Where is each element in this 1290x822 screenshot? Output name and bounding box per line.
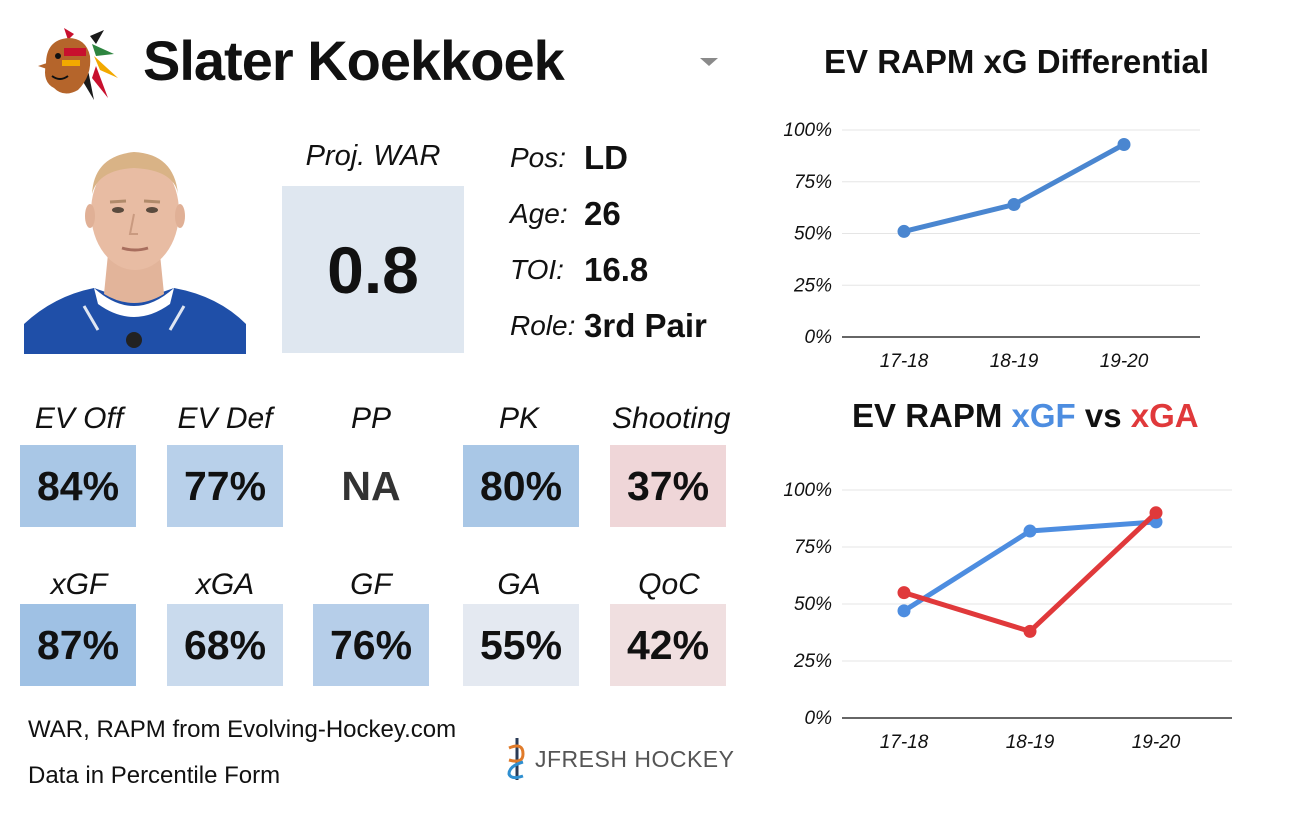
chart2-xgf-vs-xga: 100% 75% 50% 25% 0% 17-18 18-19 19-20 bbox=[783, 480, 1232, 753]
chart2-point-xgf bbox=[897, 604, 911, 618]
chart1-ytick-label: 75% bbox=[794, 172, 832, 193]
stat-box-xga: 68% bbox=[167, 604, 283, 686]
brand-icon bbox=[507, 738, 525, 780]
chart2-title-xga: xGA bbox=[1130, 397, 1199, 434]
chart2-ytick-label: 50% bbox=[794, 594, 832, 615]
proj-war-value: 0.8 bbox=[327, 232, 419, 307]
chart2-ytick-label: 100% bbox=[783, 480, 832, 501]
brand-logo: JFRESH HOCKEY bbox=[503, 736, 734, 782]
stat-value-pk: 80% bbox=[479, 462, 563, 509]
stat-label-shooting: Shooting bbox=[612, 402, 731, 435]
stat-value-xga: 68% bbox=[183, 621, 267, 668]
stat-label-ga: GA bbox=[497, 568, 541, 601]
stat-box-xgf: 87% bbox=[20, 604, 136, 686]
chart2-title-vs: vs bbox=[1075, 397, 1131, 434]
bio-value-role: 3rd Pair bbox=[584, 307, 707, 344]
chart1-xg-differential: 100% 75% 50% 25% 0% 17-18 18-19 19-20 bbox=[783, 120, 1200, 372]
bio-label-pos: Pos: bbox=[510, 142, 567, 173]
stat-value-ev-off: 84% bbox=[36, 462, 120, 509]
chart2-ytick-label: 0% bbox=[805, 708, 833, 729]
stat-label-xga: xGA bbox=[195, 568, 255, 601]
chart2-ytick-label: 25% bbox=[793, 651, 832, 672]
stat-label-ev-off: EV Off bbox=[34, 402, 124, 435]
chart1-xtick-label: 17-18 bbox=[880, 351, 929, 372]
stat-box-gf: 76% bbox=[313, 604, 429, 686]
stat-label-pp: PP bbox=[350, 402, 392, 435]
stat-value-qoc: 42% bbox=[626, 621, 710, 668]
chart1-ytick-label: 100% bbox=[783, 120, 832, 141]
stat-label-pk: PK bbox=[498, 402, 540, 435]
chart1-xtick-label: 19-20 bbox=[1100, 351, 1149, 372]
stat-box-shooting: 37% bbox=[610, 445, 726, 527]
chart1-ytick-label: 0% bbox=[805, 327, 833, 348]
chart2-ytick-label: 75% bbox=[794, 537, 832, 558]
chart1-point bbox=[1007, 198, 1021, 212]
chart1-xtick-label: 18-19 bbox=[990, 351, 1039, 372]
stat-box-ga: 55% bbox=[463, 604, 579, 686]
source-text: WAR, RAPM from Evolving-Hockey.com bbox=[28, 716, 457, 743]
bio-value-pos: LD bbox=[584, 139, 628, 176]
bio-label-role: Role: bbox=[510, 310, 576, 341]
bio-value-toi: 16.8 bbox=[584, 251, 649, 288]
proj-war-label: Proj. WAR bbox=[305, 140, 441, 172]
stat-box-qoc: 42% bbox=[610, 604, 726, 686]
chart1-ytick-label: 25% bbox=[793, 275, 832, 296]
chart2-xtick-label: 17-18 bbox=[880, 732, 929, 753]
stat-label-gf: GF bbox=[350, 568, 392, 601]
player-name: Slater Koekkoek bbox=[143, 29, 565, 92]
chart1-point bbox=[897, 224, 911, 238]
chart2-point-xga bbox=[1023, 624, 1037, 638]
stat-box-ev-def: 77% bbox=[167, 445, 283, 527]
bio-label-age: Age: bbox=[510, 198, 568, 229]
proj-war-box: 0.8 bbox=[282, 186, 464, 353]
stat-value-gf: 76% bbox=[329, 621, 413, 668]
stat-value-pp: NA bbox=[341, 462, 401, 509]
bio-label-toi: TOI: bbox=[510, 254, 564, 285]
chart1-point bbox=[1117, 137, 1131, 151]
stat-label-xgf: xGF bbox=[50, 568, 108, 601]
bio-value-age: 26 bbox=[584, 195, 621, 232]
team-logo bbox=[34, 26, 126, 102]
chart2-title-xgf: xGF bbox=[1011, 397, 1076, 434]
player-select-dropdown-icon[interactable] bbox=[700, 58, 718, 66]
player-headshot bbox=[24, 134, 246, 354]
stat-label-ev-def: EV Def bbox=[177, 402, 273, 435]
stat-value-ev-def: 77% bbox=[183, 462, 267, 509]
chart2-point-xgf bbox=[1023, 524, 1037, 538]
chart2-title: EV RAPM xGF vs xGA bbox=[852, 397, 1199, 435]
chart1-series-line bbox=[901, 141, 1127, 234]
stat-value-shooting: 37% bbox=[626, 462, 710, 509]
chart2-point-xga bbox=[897, 586, 911, 600]
chart1-ytick-label: 50% bbox=[794, 224, 832, 245]
stat-value-ga: 55% bbox=[479, 621, 563, 668]
stat-label-qoc: QoC bbox=[638, 568, 700, 601]
chart2-xtick-label: 19-20 bbox=[1132, 732, 1181, 753]
chart2-xtick-label: 18-19 bbox=[1006, 732, 1055, 753]
stat-value-xgf: 87% bbox=[36, 621, 120, 668]
chart2-title-prefix: EV RAPM bbox=[852, 397, 1012, 434]
chart2-point-xga bbox=[1149, 506, 1163, 520]
stat-box-pp: NA bbox=[313, 445, 429, 527]
percentile-note: Data in Percentile Form bbox=[28, 762, 281, 789]
brand-text: JFRESH HOCKEY bbox=[535, 745, 735, 772]
stat-box-pk: 80% bbox=[463, 445, 579, 527]
stat-box-ev-off: 84% bbox=[20, 445, 136, 527]
chart1-title: EV RAPM xG Differential bbox=[824, 43, 1210, 80]
